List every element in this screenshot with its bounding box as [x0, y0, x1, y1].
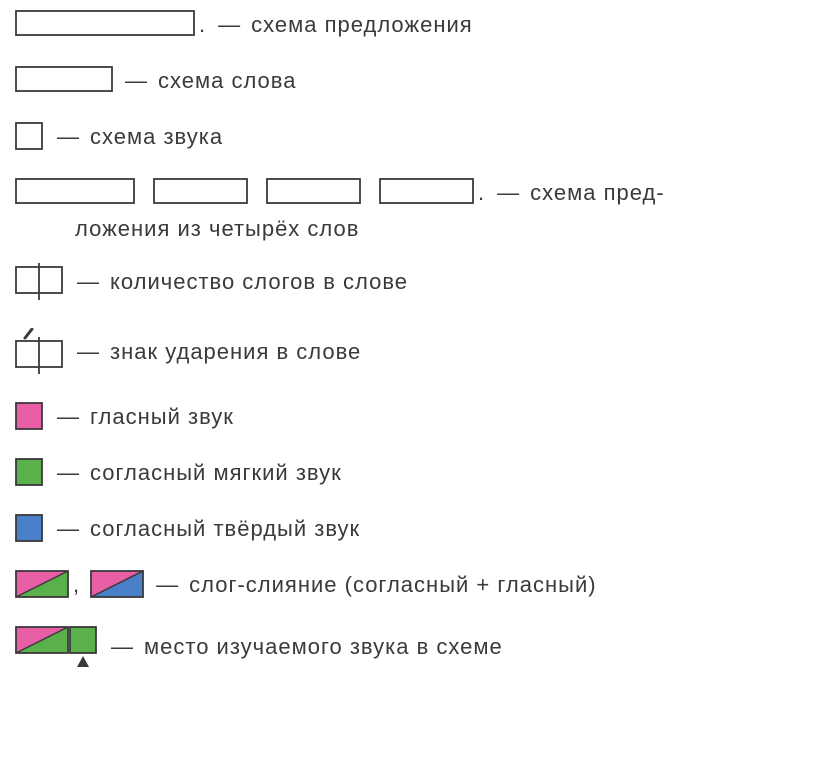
label-sentence: схема предложения [251, 12, 473, 38]
label-vowel: гласный звук [90, 404, 234, 430]
dash: — [77, 339, 100, 365]
label-sound: схема звука [90, 124, 223, 150]
row-soft-consonant: — согласный мягкий звук [15, 458, 802, 488]
label-syllables: количество слогов в слове [110, 269, 408, 295]
dash: — [57, 404, 80, 430]
rect-word-1 [15, 178, 135, 208]
period: . [478, 180, 485, 206]
row-studied-position: — место изучаемого звука в схеме [15, 626, 802, 668]
row-vowel: — гласный звук [15, 402, 802, 432]
rect-word-3 [266, 178, 361, 208]
label-merge: слог-слияние (согласный + гласный) [189, 572, 596, 598]
studied-position-box [15, 626, 99, 668]
row-four-word: . — схема пред- ложения из четырёх слов [15, 178, 802, 242]
label-hard: согласный твёрдый звук [90, 516, 360, 542]
row-stress: — знак ударения в слове [15, 328, 802, 376]
label-stress: знак ударения в слове [110, 339, 361, 365]
dash: — [156, 572, 179, 598]
rect-sentence [15, 10, 195, 40]
dash: — [218, 12, 241, 38]
dash: — [77, 269, 100, 295]
period: . [199, 12, 206, 38]
label-soft: согласный мягкий звук [90, 460, 342, 486]
merge-blue-pink [90, 570, 144, 600]
square-sound [15, 122, 45, 152]
vowel-square [15, 402, 45, 432]
dash: — [111, 634, 134, 660]
dash: — [497, 180, 520, 206]
label-four-word-a: схема пред- [530, 180, 665, 206]
hard-square [15, 514, 45, 544]
dash: — [57, 460, 80, 486]
row-syllable-merge: , — слог-слияние (согласный + гласный) [15, 570, 802, 600]
row-hard-consonant: — согласный твёрдый звук [15, 514, 802, 544]
dash: — [57, 124, 80, 150]
rect-word [15, 66, 113, 96]
dash: — [57, 516, 80, 542]
syllable-box [15, 262, 65, 302]
row-word-scheme: — схема слова [15, 66, 802, 96]
label-four-word-b: ложения из четырёх слов [75, 216, 359, 241]
row-syllable-count: — количество слогов в слове [15, 262, 802, 302]
merge-green-pink [15, 570, 69, 600]
rect-word-4 [379, 178, 474, 208]
stress-box [15, 328, 65, 376]
row-sentence-scheme: . — схема предложения [15, 10, 802, 40]
comma: , [73, 572, 80, 598]
label-word: схема слова [158, 68, 296, 94]
dash: — [125, 68, 148, 94]
row-sound-scheme: — схема звука [15, 122, 802, 152]
label-position: место изучаемого звука в схеме [144, 634, 503, 660]
rect-word-2 [153, 178, 248, 208]
soft-square [15, 458, 45, 488]
